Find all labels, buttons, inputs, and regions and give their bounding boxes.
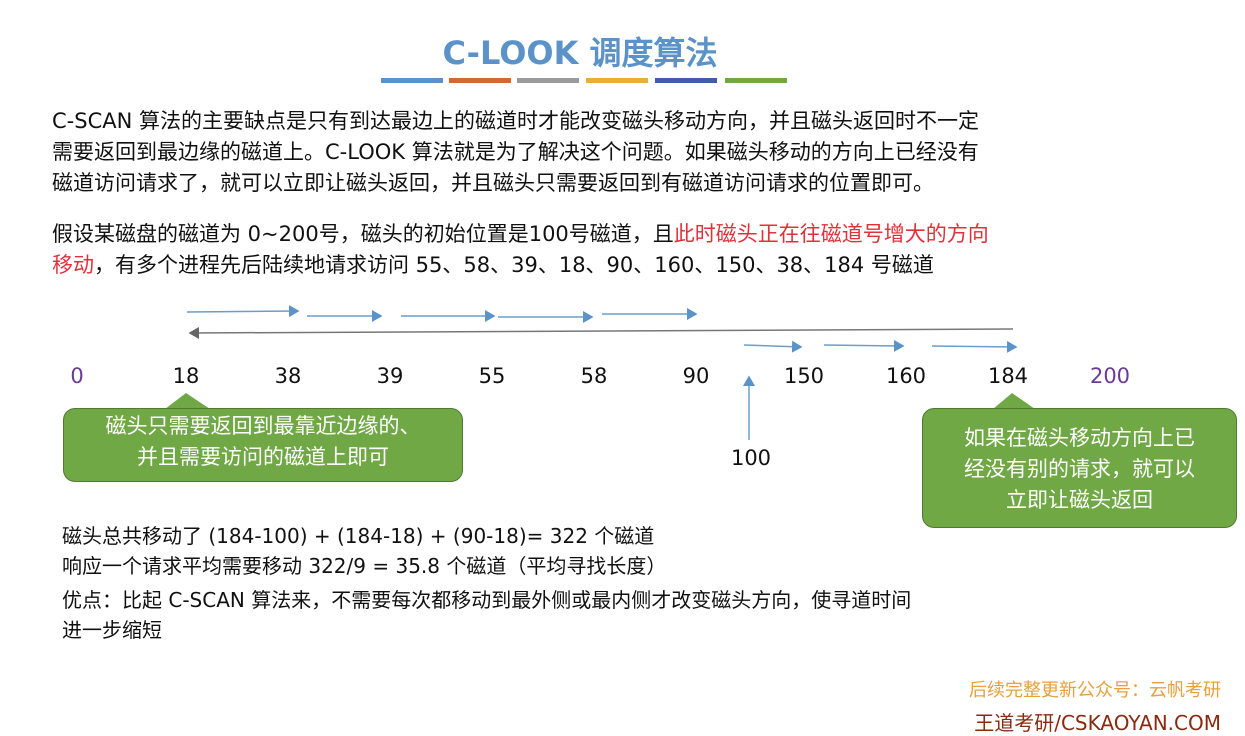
callout-line: 立即让磁头返回 [1006,488,1153,512]
intro-line: 磁道访问请求了，就可以立即让磁头返回，并且磁头只需要返回到有磁道访问请求的位置即… [52,171,934,195]
callout-left: 磁头只需要返回到最靠近边缘的、 并且需要访问的磁道上即可 [63,408,463,482]
track-label: 160 [885,364,927,388]
example-text: 假设某磁盘的磁道为 0~200号，磁头的初始位置是100号磁道，且 [52,222,674,246]
summary-line: 响应一个请求平均需要移动 322/9 = 35.8 个磁道（平均寻找长度） [62,554,667,578]
intro-line: C-SCAN 算法的主要缺点是只有到达最边上的磁道时才能改变磁头移动方向，并且磁… [52,109,979,133]
track-label: 184 [987,364,1029,388]
summary-line: 优点：比起 C-SCAN 算法来，不需要每次都移动到最外侧或最内侧才改变磁头方向… [62,588,912,612]
arrow-move [186,305,300,318]
color-bar [725,78,787,83]
track-label: 39 [376,364,404,388]
intro-line: 需要返回到最边缘的磁道上。C-LOOK 算法就是为了解决这个问题。如果磁头移动的… [52,140,979,164]
footer-site: 王道考研/CSKAOYAN.COM [974,711,1221,735]
track-label: 0 [70,364,84,388]
example-highlight: 此时磁头正在往磁道号增大的方向 [673,222,989,246]
summary-line: 磁头总共移动了 (184-100) + (184-18) + (90-18)= … [62,524,655,548]
track-label: 18 [172,364,200,388]
footer-wechat: 后续完整更新公众号：云帆考研 [969,680,1221,701]
track-label: 38 [274,364,302,388]
example-highlight: 移动 [52,253,94,277]
start-position-label: 100 [730,446,772,470]
callout-pointer-left [165,393,210,409]
callout-line: 磁头只需要返回到最靠近边缘的、 [105,414,421,438]
color-bar [655,78,717,83]
callout-line: 并且需要访问的磁道上即可 [137,445,389,469]
color-bar [586,78,648,83]
callout-pointer-right [993,393,1035,409]
callout-line: 经没有别的请求，就可以 [964,457,1195,481]
example-text: ，有多个进程先后陆续地请求访问 55、58、39、18、90、160、150、3… [94,253,934,277]
slide-title: C-LOOK 调度算法 [442,34,718,72]
arrow-move [823,339,905,352]
color-bar [517,78,579,83]
example-line-2: 移动，有多个进程先后陆续地请求访问 55、58、39、18、90、160、150… [52,250,934,281]
return-arrow [188,326,1014,339]
track-label: 90 [682,364,710,388]
summary-line: 进一步缩短 [62,618,162,642]
callout-line: 如果在磁头移动方向上已 [964,426,1195,450]
color-bar [449,78,511,83]
callout-right: 如果在磁头移动方向上已 经没有别的请求，就可以 立即让磁头返回 [922,408,1237,528]
track-label: 150 [783,364,825,388]
track-label: 200 [1089,364,1131,388]
arrow-move [743,340,803,353]
track-label: 55 [478,364,506,388]
color-bar [381,78,443,83]
arrow-move [931,340,1018,353]
track-label: 58 [580,364,608,388]
example-line-1: 假设某磁盘的磁道为 0~200号，磁头的初始位置是100号磁道，且此时磁头正在往… [52,219,989,250]
